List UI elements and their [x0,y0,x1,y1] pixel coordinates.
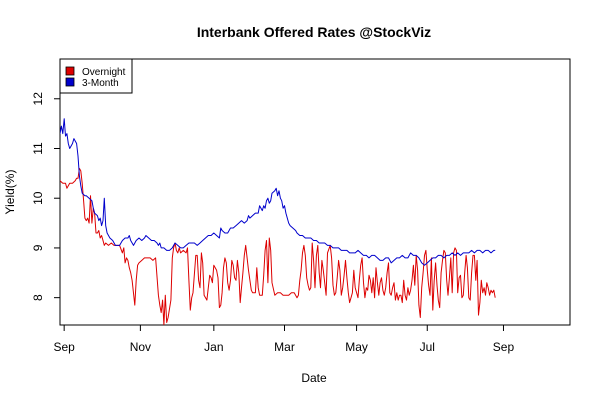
y-axis-label: Yield(%) [3,170,17,215]
x-tick-label: Jan [204,340,223,354]
x-tick-label: Mar [274,340,295,354]
y-tick-label: 11 [31,142,45,155]
series-layer [60,118,496,325]
y-axis: 8 9 10 11 12 [31,92,60,301]
legend-swatch-overnight [65,66,75,76]
x-axis: Sep Nov Jan Mar May Jul Sep [53,325,514,354]
chart-title: Interbank Offered Rates @StockViz [197,24,431,40]
x-tick-label: Nov [130,340,151,354]
y-tick-label: 12 [31,92,45,106]
x-tick-label: Sep [53,340,75,354]
y-tick-label: 10 [31,191,45,205]
y-tick-label: 9 [31,244,45,251]
legend-box [59,58,133,94]
y-tick-label: 8 [31,294,45,301]
x-tick-label: May [345,340,368,354]
legend-label-3-month: 3-Month [82,78,119,89]
plot-frame [59,58,571,326]
legend: Overnight 3-Month [59,58,133,94]
legend-label-overnight: Overnight [82,67,126,78]
x-axis-label: Date [301,371,327,385]
series-line-overnight [60,167,496,325]
legend-swatch-3-month [65,77,75,87]
x-tick-label: Sep [493,340,515,354]
x-tick-label: Jul [420,340,435,354]
series-line-3-month [60,118,496,266]
